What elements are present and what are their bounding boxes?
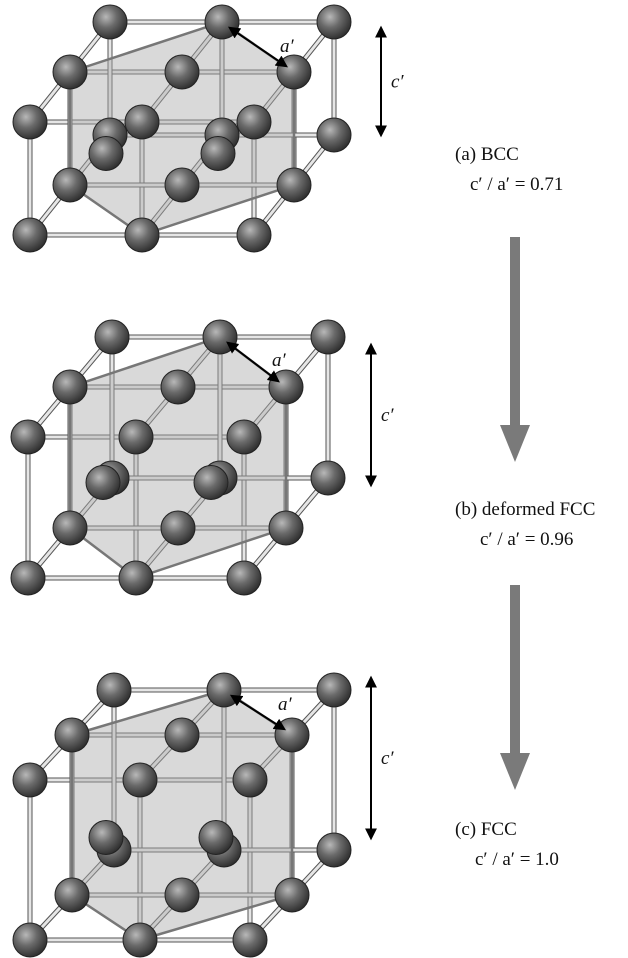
ratio-label: c′ / a′ = 0.96 xyxy=(480,529,573,550)
c-label: c′ xyxy=(381,748,394,769)
atom xyxy=(317,833,351,867)
atom xyxy=(207,673,241,707)
c-label: c′ xyxy=(381,405,394,426)
flow-arrow xyxy=(500,585,530,790)
atom xyxy=(161,511,195,545)
atom xyxy=(311,461,345,495)
a-label: a′ xyxy=(280,36,295,57)
atom xyxy=(233,763,267,797)
atom xyxy=(55,718,89,752)
atom xyxy=(125,105,159,139)
atom xyxy=(119,561,153,595)
atom xyxy=(165,55,199,89)
page: a′ c′ (a) BCC c′ / a′ = 0.71 a′ c′ (b) deforme… xyxy=(0,0,628,958)
atom xyxy=(237,105,271,139)
ratio-label: c′ / a′ = 0.71 xyxy=(470,174,563,195)
atom xyxy=(97,673,131,707)
lattice: a′ c′ xyxy=(13,673,394,957)
atom xyxy=(194,466,228,500)
atom xyxy=(125,218,159,252)
atom xyxy=(53,55,87,89)
atom xyxy=(161,370,195,404)
panel-label: (c) FCC xyxy=(455,819,517,840)
atom xyxy=(233,923,267,957)
atom xyxy=(53,511,87,545)
atom xyxy=(11,420,45,454)
atom xyxy=(237,218,271,252)
atom xyxy=(165,878,199,912)
atom xyxy=(86,466,120,500)
lattice: a′ c′ xyxy=(13,5,404,252)
atom xyxy=(123,923,157,957)
atom xyxy=(317,673,351,707)
c-label: c′ xyxy=(391,72,404,93)
atom xyxy=(89,821,123,855)
atom xyxy=(317,5,351,39)
atom xyxy=(277,168,311,202)
panel-label: (b) deformed FCC xyxy=(455,499,595,520)
ratio-label: c′ / a′ = 1.0 xyxy=(475,849,559,870)
atom xyxy=(227,420,261,454)
atom xyxy=(13,923,47,957)
atom xyxy=(93,5,127,39)
atom xyxy=(317,118,351,152)
atom xyxy=(53,168,87,202)
atom xyxy=(201,137,235,171)
atom xyxy=(165,718,199,752)
flow-arrow xyxy=(500,237,530,462)
atom xyxy=(13,105,47,139)
a-label: a′ xyxy=(272,350,287,371)
atom xyxy=(269,511,303,545)
atom xyxy=(199,821,233,855)
panel-label: (a) BCC xyxy=(455,144,519,165)
atom xyxy=(11,561,45,595)
lattice: a′ c′ xyxy=(11,320,394,595)
diagram: a′ c′ (a) BCC c′ / a′ = 0.71 a′ c′ (b) deforme… xyxy=(0,0,628,958)
atom xyxy=(123,763,157,797)
atom xyxy=(269,370,303,404)
atom xyxy=(89,137,123,171)
atom xyxy=(275,718,309,752)
atom xyxy=(205,5,239,39)
atom xyxy=(53,370,87,404)
a-label: a′ xyxy=(278,694,293,715)
atom xyxy=(311,320,345,354)
atom xyxy=(275,878,309,912)
atom xyxy=(203,320,237,354)
atom xyxy=(227,561,261,595)
atom xyxy=(277,55,311,89)
atom xyxy=(13,218,47,252)
atom xyxy=(119,420,153,454)
atom xyxy=(165,168,199,202)
atom xyxy=(95,320,129,354)
atom xyxy=(13,763,47,797)
atom xyxy=(55,878,89,912)
